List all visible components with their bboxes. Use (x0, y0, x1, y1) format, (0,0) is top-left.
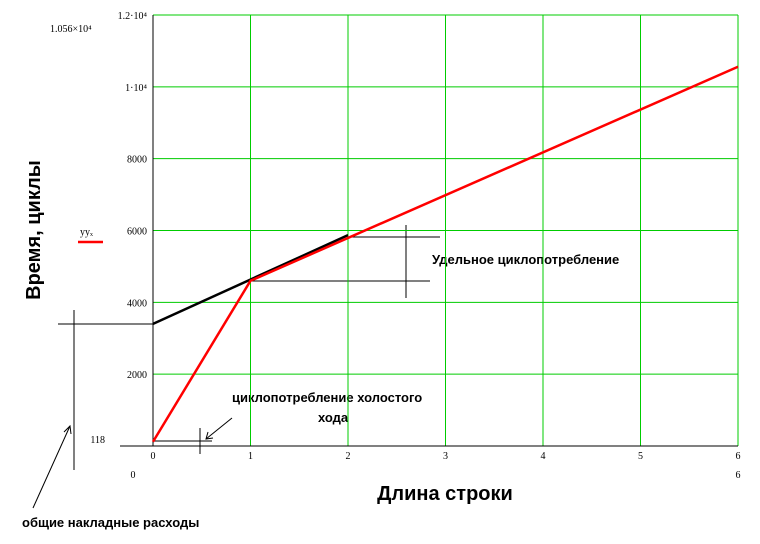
x-tick-label: 2 (346, 451, 351, 462)
x-tick-label: 0 (151, 451, 156, 462)
x-tick-label: 6 (736, 451, 741, 462)
marker-label: 1.056×10⁴ (50, 24, 92, 35)
y-tick-label: 1·10⁴ (125, 83, 147, 94)
y-tick-label: 8000 (127, 155, 147, 166)
x-tick-label: 3 (443, 451, 448, 462)
x-tick-label: 1 (248, 451, 253, 462)
annotation: общие накладные расходы (22, 515, 199, 530)
legend-label: yyₓ (80, 227, 93, 238)
y-tick-label: 2000 (127, 370, 147, 381)
y-tick-label: 6000 (127, 227, 147, 238)
y-tick-label: 1.2·10⁴ (118, 11, 148, 22)
x-limit-label: 6 (736, 470, 741, 481)
y-tick-label: 4000 (127, 298, 147, 309)
annotation-lines (32, 225, 440, 509)
x-axis-title: Длина строки (377, 483, 513, 505)
x-tick-label: 5 (638, 451, 643, 462)
annotation: хода (318, 410, 349, 425)
x-tick-label: 4 (541, 451, 546, 462)
marker-label: 118 (90, 435, 105, 446)
y-axis-title: Время, циклы (23, 160, 45, 300)
annotation: циклопотребление холостого (232, 390, 422, 405)
annotation: Удельное циклопотребление (432, 252, 619, 267)
x-limit-label: 0 (131, 470, 136, 481)
series-line (151, 65, 739, 443)
